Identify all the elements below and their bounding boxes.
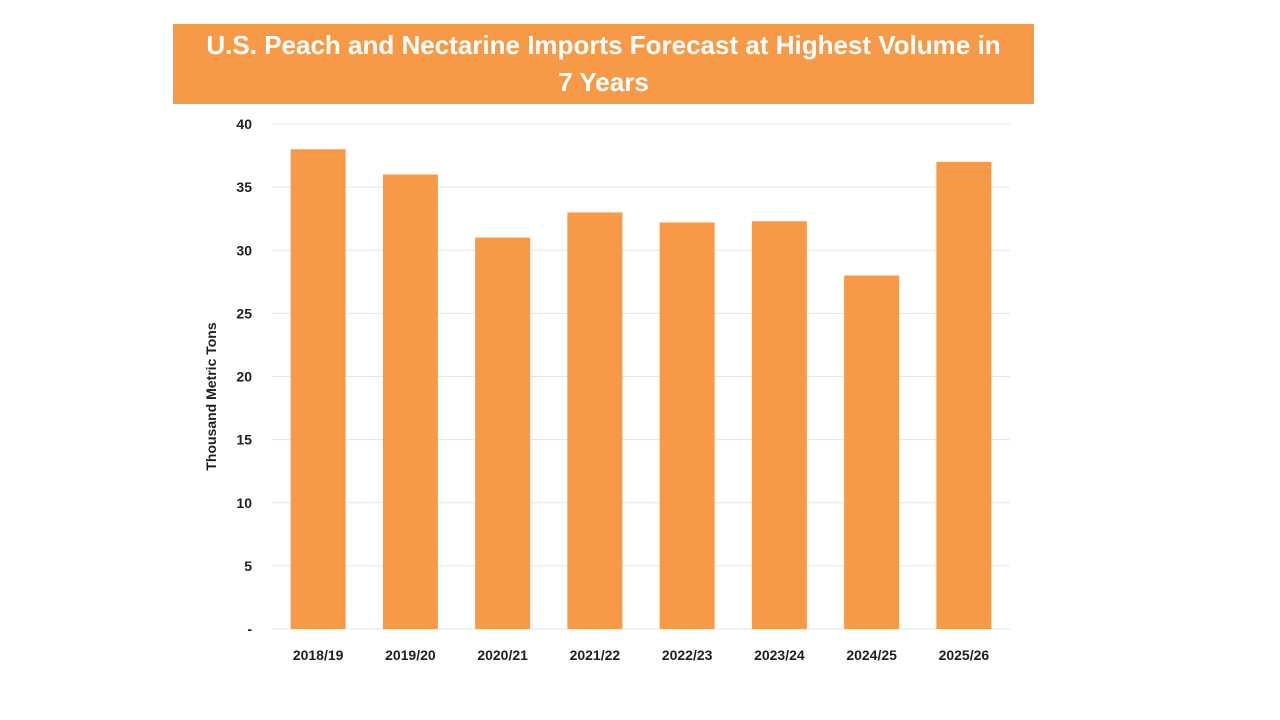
y-tick-label: 30: [236, 242, 252, 258]
bar-2025-26: [936, 161, 992, 629]
y-tick-label: 5: [244, 558, 252, 574]
bar-2020-21: [475, 237, 531, 629]
x-tick-label: 2021/22: [570, 647, 621, 663]
x-tick-label: 2025/26: [939, 647, 990, 663]
y-axis-title: Thousand Metric Tons: [203, 322, 219, 471]
x-tick-label: 2020/21: [477, 647, 528, 663]
y-tick-label: 20: [236, 369, 252, 385]
bars: [290, 149, 992, 629]
x-tick-label: 2019/20: [385, 647, 436, 663]
bar-2021-22: [567, 212, 623, 629]
title-banner: U.S. Peach and Nectarine Imports Forecas…: [173, 24, 1034, 104]
y-tick-label: 35: [236, 179, 252, 195]
y-tick-label: 15: [236, 432, 252, 448]
chart-title: U.S. Peach and Nectarine Imports Forecas…: [206, 30, 1001, 97]
x-tick-label: 2024/25: [846, 647, 897, 663]
gridlines: [272, 123, 1010, 630]
y-tick-label: 25: [236, 305, 252, 321]
y-axis-ticks: - 5 10 15 20 25 30 35 40: [236, 116, 252, 637]
x-tick-label: 2018/19: [293, 647, 344, 663]
y-tick-label: 10: [236, 495, 252, 511]
bar-2019-20: [382, 174, 438, 629]
x-tick-label: 2022/23: [662, 647, 713, 663]
bar-2024-25: [844, 275, 900, 629]
bar-2022-23: [659, 222, 715, 629]
x-tick-label: 2023/24: [754, 647, 805, 663]
y-tick-label: -: [247, 621, 252, 637]
x-axis-ticks: 2018/19 2019/20 2020/21 2021/22 2022/23 2023/…: [293, 647, 990, 663]
y-tick-label: 40: [236, 116, 252, 132]
bar-2023-24: [751, 221, 807, 629]
bar-2018-19: [290, 149, 346, 629]
